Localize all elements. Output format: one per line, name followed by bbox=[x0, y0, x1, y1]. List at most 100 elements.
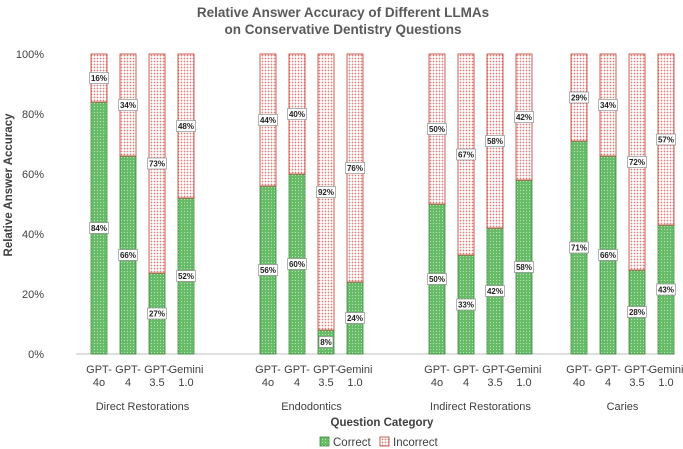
data-label-correct-box bbox=[89, 222, 109, 234]
data-label-incorrect-box bbox=[514, 111, 534, 123]
data-label-incorrect: 16% bbox=[91, 74, 107, 83]
model-label: 4 bbox=[125, 377, 131, 389]
data-label-incorrect: 57% bbox=[658, 136, 674, 145]
data-label-incorrect-box bbox=[176, 120, 196, 132]
y-tick-label: 60% bbox=[22, 169, 44, 181]
data-label-incorrect: 58% bbox=[487, 137, 503, 146]
data-label-correct: 50% bbox=[429, 275, 445, 284]
data-label-correct-box bbox=[627, 306, 647, 318]
data-label-correct: 71% bbox=[571, 244, 587, 253]
legend-label-incorrect: Incorrect bbox=[393, 437, 439, 449]
data-label-correct: 43% bbox=[658, 286, 674, 295]
data-label-correct-box bbox=[118, 249, 138, 261]
model-label: GPT- bbox=[255, 364, 281, 376]
data-label-incorrect-box bbox=[656, 133, 676, 146]
data-label-incorrect: 44% bbox=[260, 116, 276, 125]
data-label-incorrect: 48% bbox=[178, 122, 194, 131]
data-label-correct-box bbox=[345, 312, 365, 324]
data-label-correct-box bbox=[456, 298, 476, 311]
group-label: Direct Restorations bbox=[96, 401, 190, 413]
data-label-incorrect: 92% bbox=[318, 188, 334, 197]
model-label: 3.5 bbox=[487, 377, 502, 389]
model-label: GPT- bbox=[313, 364, 339, 376]
group-label: Indirect Restorations bbox=[430, 401, 531, 413]
data-label-incorrect-box bbox=[258, 114, 278, 126]
data-label-correct-box bbox=[485, 285, 505, 297]
data-label-incorrect-box bbox=[427, 123, 447, 135]
data-label-incorrect: 76% bbox=[347, 164, 363, 173]
data-label-correct-box bbox=[287, 258, 307, 270]
model-label: 3.5 bbox=[629, 377, 644, 389]
model-label: GPT- bbox=[624, 364, 650, 376]
model-label: 4o bbox=[262, 377, 274, 389]
model-label: 3.5 bbox=[318, 377, 333, 389]
data-label-incorrect-box bbox=[456, 148, 476, 161]
data-label-correct: 84% bbox=[91, 224, 107, 233]
data-label-incorrect: 34% bbox=[120, 101, 136, 110]
model-label: 4 bbox=[605, 377, 611, 389]
data-label-correct-box bbox=[514, 261, 534, 273]
data-label-correct-box bbox=[258, 264, 278, 276]
model-label: 1.0 bbox=[658, 377, 673, 389]
model-label: GPT- bbox=[566, 364, 592, 376]
model-label: GPT- bbox=[482, 364, 508, 376]
model-label: 4o bbox=[93, 377, 105, 389]
y-tick-label: 20% bbox=[22, 289, 44, 301]
model-label: 3.5 bbox=[149, 377, 164, 389]
y-tick-label: 40% bbox=[22, 229, 44, 241]
data-label-correct-box bbox=[598, 249, 618, 261]
model-label: 1.0 bbox=[178, 377, 193, 389]
data-label-incorrect-box bbox=[345, 162, 365, 174]
chart-title-line2: on Conservative Dentistry Questions bbox=[224, 22, 461, 37]
chart-title-line1: Relative Answer Accuracy of Different LL… bbox=[197, 5, 489, 20]
legend-swatch-incorrect bbox=[379, 436, 390, 447]
data-label-correct: 27% bbox=[149, 310, 165, 319]
data-label-incorrect-box bbox=[569, 91, 589, 104]
model-label: GPT- bbox=[115, 364, 141, 376]
bars: 84% 16% 66% 34% 27% 73% 52% 48% 56% 44% 60% 40% 8% 92… bbox=[89, 53, 676, 355]
legend-swatch-correct bbox=[319, 436, 330, 447]
data-label-correct-box bbox=[569, 241, 589, 254]
data-label-correct: 58% bbox=[516, 263, 532, 272]
data-label-incorrect-box bbox=[316, 186, 336, 198]
data-label-incorrect: 72% bbox=[629, 158, 645, 167]
data-label-correct: 66% bbox=[120, 251, 136, 260]
data-label-incorrect-box bbox=[147, 157, 167, 170]
y-axis-title: Relative Answer Accuracy bbox=[3, 113, 15, 257]
y-axis: 0% 20% 40% 60% 80% 100% bbox=[16, 49, 44, 361]
data-label-incorrect: 50% bbox=[429, 125, 445, 134]
model-label: 4 bbox=[294, 377, 300, 389]
model-label: GPT- bbox=[595, 364, 621, 376]
data-label-correct: 8% bbox=[320, 338, 332, 347]
legend-label-correct: Correct bbox=[333, 437, 372, 449]
y-tick-label: 80% bbox=[22, 109, 44, 121]
model-label: Gemini bbox=[169, 364, 204, 376]
data-label-correct: 42% bbox=[487, 287, 503, 296]
data-label-correct: 52% bbox=[178, 272, 194, 281]
model-label: 1.0 bbox=[347, 377, 362, 389]
data-label-incorrect: 40% bbox=[289, 110, 305, 119]
model-label: GPT- bbox=[86, 364, 112, 376]
data-label-correct: 66% bbox=[600, 251, 616, 260]
data-label-incorrect-box bbox=[287, 108, 307, 120]
model-label: 4 bbox=[463, 377, 469, 389]
data-label-incorrect: 73% bbox=[149, 160, 165, 169]
group-label: Caries bbox=[607, 401, 639, 413]
model-label: GPT- bbox=[144, 364, 170, 376]
data-label-correct-box bbox=[176, 270, 196, 282]
data-label-incorrect: 34% bbox=[600, 101, 616, 110]
model-label: GPT- bbox=[424, 364, 450, 376]
model-label: 4o bbox=[573, 377, 585, 389]
data-label-incorrect: 67% bbox=[458, 151, 474, 160]
model-label: 4o bbox=[431, 377, 443, 389]
data-label-correct: 28% bbox=[629, 308, 645, 317]
model-label: GPT- bbox=[453, 364, 479, 376]
data-label-incorrect-box bbox=[627, 156, 647, 168]
data-label-correct: 56% bbox=[260, 266, 276, 275]
data-label-correct-box bbox=[147, 307, 167, 320]
model-label: Gemini bbox=[649, 364, 683, 376]
data-label-incorrect-box bbox=[485, 135, 505, 147]
data-label-correct-box bbox=[427, 273, 447, 285]
